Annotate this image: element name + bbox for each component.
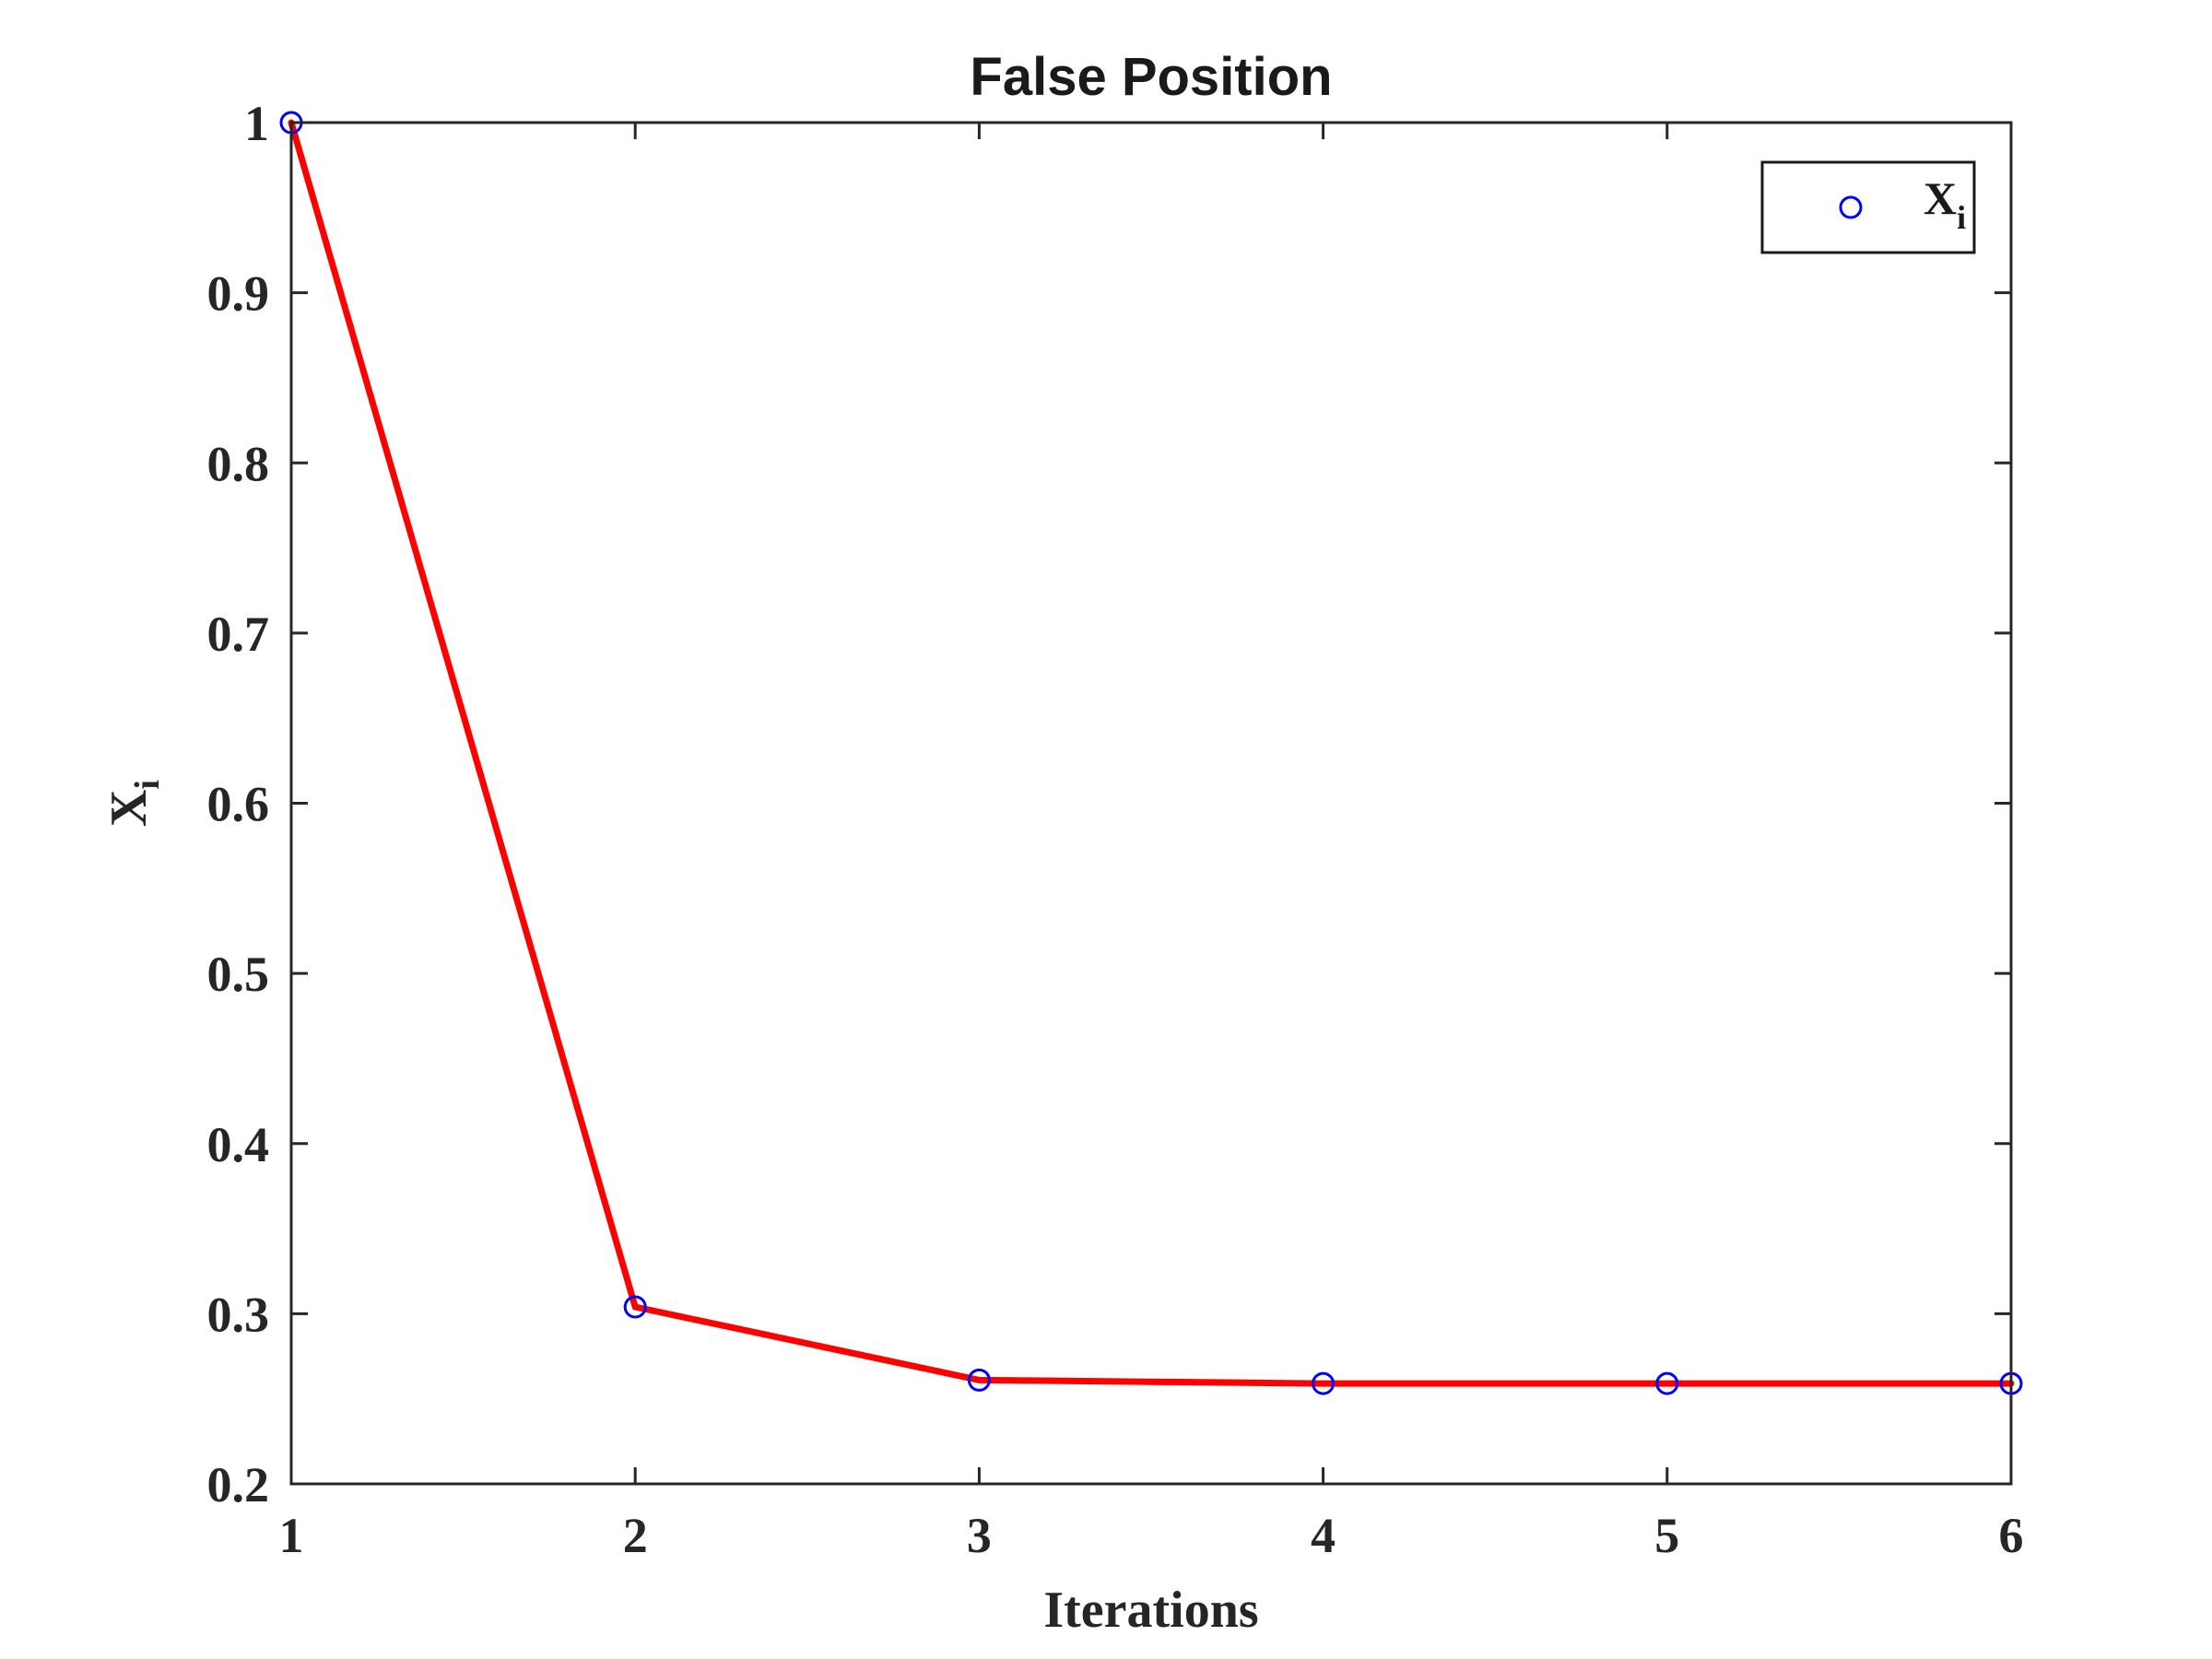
legend-marker-icon: [1839, 195, 1863, 219]
svg-text:Xi: Xi: [100, 780, 167, 827]
plot-frame: [289, 121, 2013, 1486]
chart-title: False Position: [970, 47, 1332, 107]
y-tick-label: 0.9: [207, 266, 270, 322]
y-axis-label: Xi: [100, 780, 167, 827]
legend-label-subscript: i: [1957, 199, 1966, 236]
x-axis-ticks: 1 2 3 4 5 6: [279, 123, 2024, 1563]
x-tick-label: 6: [1999, 1508, 2024, 1563]
y-axis-label-subscript: i: [128, 780, 167, 790]
x-tick-label: 2: [623, 1508, 648, 1563]
plot-area: [291, 123, 2011, 1484]
y-axis-label-main: X: [100, 790, 158, 827]
y-tick-label: 0.7: [207, 606, 270, 662]
data-point-marker: [1655, 1371, 1679, 1395]
series-line: [288, 119, 2015, 1387]
y-tick-label: 0.2: [207, 1457, 270, 1512]
y-tick-label: 0.8: [207, 436, 270, 491]
data-point-marker: [623, 1295, 647, 1319]
legend: Xi: [1760, 160, 1976, 254]
legend-box: [1760, 160, 1976, 254]
x-tick-label: 1: [279, 1508, 304, 1563]
y-tick-label: 1: [244, 96, 269, 151]
svg-text:Xi: Xi: [1924, 172, 1966, 236]
x-tick-label: 3: [967, 1508, 992, 1563]
legend-label-main: X: [1924, 172, 1957, 224]
x-tick-label: 5: [1654, 1508, 1679, 1563]
data-point-marker: [1312, 1371, 1335, 1395]
y-tick-label: 0.5: [207, 947, 270, 1002]
x-axis-label: Iterations: [1043, 1582, 1258, 1639]
x-tick-label: 4: [1311, 1508, 1335, 1563]
y-tick-label: 0.4: [207, 1117, 270, 1172]
y-tick-label: 0.3: [207, 1287, 270, 1342]
series-layer: [279, 111, 2023, 1395]
y-tick-label: 0.6: [207, 777, 270, 832]
data-point-marker: [967, 1368, 991, 1392]
